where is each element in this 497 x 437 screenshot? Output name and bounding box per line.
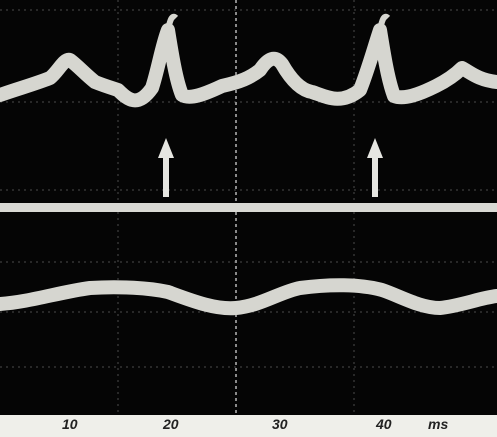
scale-label-30: 30 [272, 416, 288, 432]
lower-trace-svg [0, 212, 497, 415]
marker-arrows [158, 138, 383, 197]
up-arrow-icon [158, 138, 174, 197]
upper-waveform [0, 23, 497, 108]
upper-grid [0, 0, 497, 203]
upper-trace-panel [0, 0, 497, 203]
upper-trace-svg [0, 0, 497, 203]
scale-label-10: 10 [62, 416, 78, 432]
lower-trace-panel [0, 212, 497, 415]
lower-waveform [0, 278, 497, 316]
scale-label-40: 40 [376, 416, 392, 432]
up-arrow-icon-2 [367, 138, 383, 197]
scale-unit-ms: ms [428, 416, 449, 432]
upper-spikes [165, 13, 391, 31]
scale-label-20: 20 [163, 416, 179, 432]
panel-divider [0, 203, 497, 212]
time-scale-strip: 10 20 30 40 ms [0, 415, 497, 437]
lower-grid [0, 212, 497, 415]
